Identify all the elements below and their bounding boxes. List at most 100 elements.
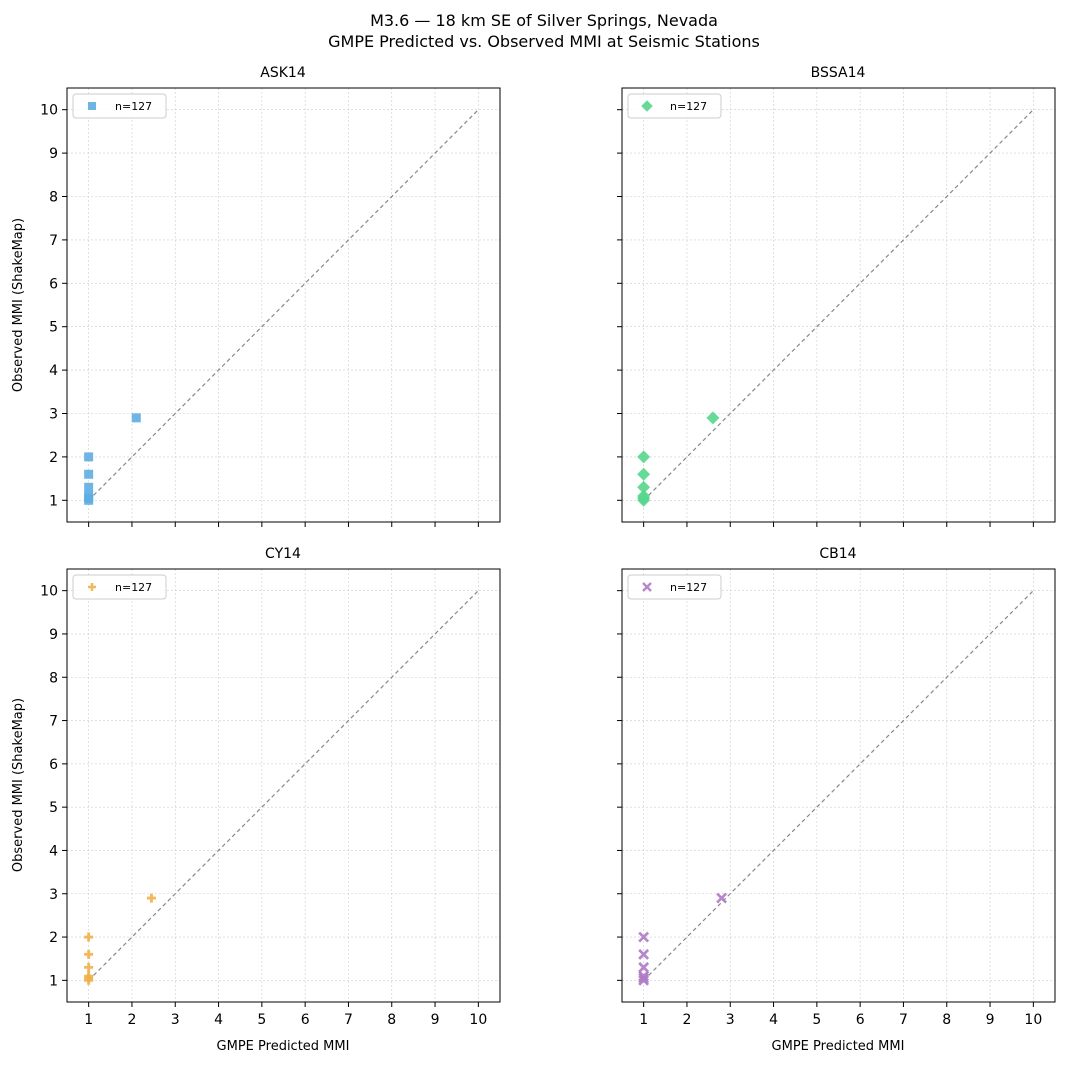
figure-title-line2: GMPE Predicted vs. Observed MMI at Seism… <box>328 32 760 51</box>
reference-line-1to1 <box>88 109 479 501</box>
x-tick-label: 3 <box>171 1012 180 1028</box>
data-point <box>716 892 728 904</box>
x-axis-label: GMPE Predicted MMI <box>772 1039 905 1054</box>
y-axis-label: Observed MMI (ShakeMap) <box>11 698 26 872</box>
x-axis-label: GMPE Predicted MMI <box>217 1039 350 1054</box>
data-point <box>637 467 651 481</box>
legend-box <box>72 93 167 119</box>
x-tick-label: 1 <box>639 1012 648 1028</box>
legend-label: n=127 <box>115 100 152 113</box>
y-tick-label: 9 <box>49 146 58 162</box>
y-tick-label: 4 <box>49 363 58 379</box>
y-tick-label: 10 <box>40 103 58 119</box>
legend-box <box>72 574 167 600</box>
x-tick-label: 1 <box>84 1012 93 1028</box>
data-point <box>638 931 650 943</box>
y-tick-label: 3 <box>49 407 58 423</box>
data-point <box>84 962 94 972</box>
x-tick-label: 3 <box>726 1012 735 1028</box>
data-point <box>637 480 651 494</box>
data-point <box>637 450 651 464</box>
x-tick-label: 2 <box>127 1012 136 1028</box>
x-tick-label: 9 <box>431 1012 440 1028</box>
panel-ask14: ASK14 Observed MMI (ShakeMap) 1 2 3 4 5 6 7 8 9 1… <box>11 65 501 527</box>
x-tick-label: 7 <box>344 1012 353 1028</box>
y-tick-label: 5 <box>49 800 58 816</box>
panel-title: BSSA14 <box>811 65 866 81</box>
legend: n=127 <box>72 574 167 600</box>
x-tick-label: 4 <box>769 1012 778 1028</box>
y-tick-label: 8 <box>49 190 58 206</box>
panel-title: CB14 <box>819 546 856 562</box>
x-tick-label: 2 <box>682 1012 691 1028</box>
y-tick-label: 3 <box>49 887 58 903</box>
y-tick-label: 8 <box>49 670 58 686</box>
x-tick-label: 8 <box>942 1012 951 1028</box>
x-tick-label: 10 <box>1024 1012 1042 1028</box>
y-tick-label: 2 <box>49 450 58 466</box>
x-tick-label: 8 <box>387 1012 396 1028</box>
data-point <box>84 932 94 942</box>
legend-marker <box>641 100 653 112</box>
y-tick-label: 5 <box>49 320 58 336</box>
panel-title: ASK14 <box>260 65 306 81</box>
data-point <box>84 949 94 959</box>
data-point <box>84 452 94 462</box>
data-point <box>84 491 94 501</box>
data-point <box>146 893 156 903</box>
y-tick-label: 1 <box>49 973 58 989</box>
legend-label: n=127 <box>670 581 707 594</box>
y-tick-label: 7 <box>49 714 58 730</box>
x-tick-label: 5 <box>812 1012 821 1028</box>
legend-label: n=127 <box>670 100 707 113</box>
data-point <box>84 469 94 479</box>
legend-label: n=127 <box>115 581 152 594</box>
panel-title: CY14 <box>265 546 301 562</box>
data-point <box>84 482 94 492</box>
data-point <box>84 971 94 981</box>
y-tick-label: 1 <box>49 493 58 509</box>
legend-box <box>627 93 722 119</box>
legend: n=127 <box>627 574 722 600</box>
y-tick-label: 7 <box>49 233 58 249</box>
x-tick-label: 5 <box>257 1012 266 1028</box>
reference-line-1to1 <box>88 590 479 981</box>
x-tick-label: 10 <box>469 1012 487 1028</box>
legend-box <box>627 574 722 600</box>
y-axis-label: Observed MMI (ShakeMap) <box>11 218 26 392</box>
panel-cy14: CY14 Observed MMI (ShakeMap) GMPE Predic… <box>11 546 501 1054</box>
x-tick-label: 6 <box>856 1012 865 1028</box>
data-point <box>131 413 141 423</box>
reference-line-1to1 <box>643 590 1034 981</box>
legend-marker <box>88 102 96 110</box>
x-tick-label: 6 <box>301 1012 310 1028</box>
y-tick-label: 9 <box>49 627 58 643</box>
x-tick-label: 9 <box>986 1012 995 1028</box>
reference-line-1to1 <box>643 109 1034 501</box>
y-tick-label: 10 <box>40 584 58 600</box>
legend-marker <box>642 582 652 592</box>
y-tick-label: 2 <box>49 930 58 946</box>
data-point <box>706 411 720 425</box>
data-point <box>638 972 650 984</box>
axes-frame <box>66 568 501 1003</box>
data-point <box>638 961 650 973</box>
y-tick-label: 6 <box>49 757 58 773</box>
axes-frame <box>621 87 1056 523</box>
axes-frame <box>621 568 1056 1003</box>
panel-cb14: CB14 GMPE Predicted MMI 1 2 3 4 5 6 7 8 9 10 n=127 <box>617 546 1056 1054</box>
x-tick-label: 4 <box>214 1012 223 1028</box>
axes-frame <box>66 87 501 523</box>
legend: n=127 <box>72 93 167 119</box>
y-tick-label: 4 <box>49 843 58 859</box>
panel-bssa14: BSSA14 n=127 <box>617 65 1056 527</box>
y-tick-label: 6 <box>49 276 58 292</box>
x-tick-label: 7 <box>899 1012 908 1028</box>
data-point <box>638 970 650 982</box>
figure-title-line1: M3.6 — 18 km SE of Silver Springs, Nevad… <box>370 11 718 30</box>
data-point <box>638 948 650 960</box>
data-point <box>637 489 651 503</box>
legend-marker <box>88 583 96 591</box>
legend: n=127 <box>627 93 722 119</box>
